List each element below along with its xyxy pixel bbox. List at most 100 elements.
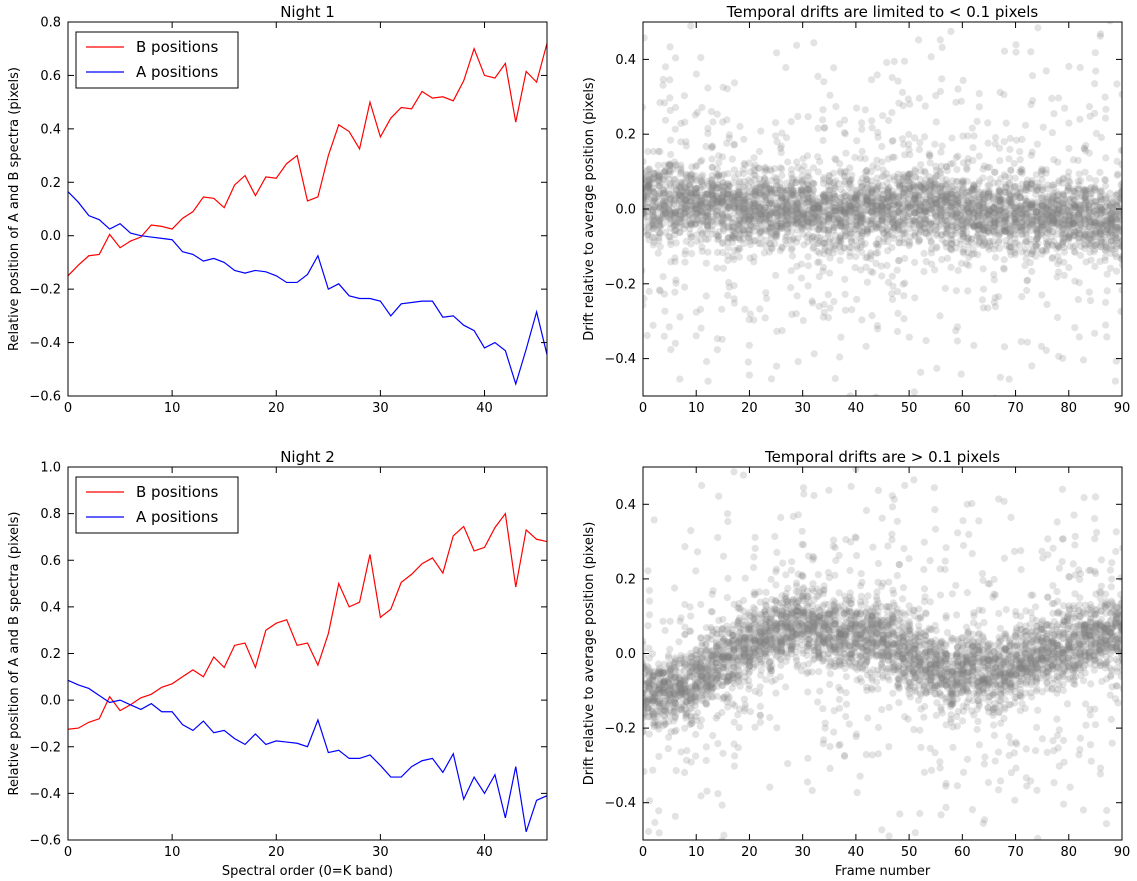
scatter-point xyxy=(682,237,690,245)
scatter-point xyxy=(740,204,748,213)
scatter-point xyxy=(646,177,654,185)
scatter-point xyxy=(643,184,646,192)
scatter-point xyxy=(659,273,667,281)
scatter-point xyxy=(803,152,812,160)
scatter-point xyxy=(819,106,827,114)
scatter-point xyxy=(704,129,712,137)
scatter-point xyxy=(691,220,699,228)
scatter-point xyxy=(645,180,654,188)
scatter-point xyxy=(643,228,648,236)
scatter-point xyxy=(650,233,659,242)
scatter-point xyxy=(829,169,838,177)
scatter-point xyxy=(687,197,695,205)
scatter-point xyxy=(686,181,694,189)
scatter-point xyxy=(729,190,737,198)
y-tick-label: 0.2 xyxy=(40,647,61,662)
scatter-point xyxy=(740,198,749,206)
scatter-point xyxy=(720,219,728,227)
scatter-point xyxy=(1064,173,1072,181)
scatter-point xyxy=(709,189,717,197)
scatter-point xyxy=(985,406,992,413)
scatter-point xyxy=(696,211,704,219)
scatter-point xyxy=(656,148,664,156)
scatter-point xyxy=(957,97,965,105)
scatter-point xyxy=(692,192,700,200)
scatter-point xyxy=(927,237,935,245)
scatter-point xyxy=(826,304,834,312)
scatter-point xyxy=(661,205,669,213)
scatter-point xyxy=(643,180,652,189)
scatter-point xyxy=(784,158,792,166)
scatter-point xyxy=(718,212,727,220)
scatter-point xyxy=(878,158,886,166)
y-tick-label: 1.0 xyxy=(40,461,61,476)
scatter-point xyxy=(1053,313,1062,322)
scatter-point xyxy=(693,237,701,245)
scatter-point xyxy=(736,177,744,186)
scatter-point xyxy=(670,165,678,173)
scatter-point xyxy=(718,198,727,206)
scatter-point xyxy=(659,210,667,218)
scatter-point xyxy=(664,651,673,659)
scatter-point xyxy=(728,155,737,163)
scatter-point xyxy=(740,197,748,205)
scatter-point xyxy=(714,232,722,240)
x-tick-label: 90 xyxy=(1114,401,1131,416)
scatter-point xyxy=(1090,248,1098,256)
scatter-point xyxy=(740,195,749,203)
scatter-point xyxy=(1085,288,1093,296)
scatter-point xyxy=(735,214,744,222)
scatter-point xyxy=(645,236,653,244)
scatter-point xyxy=(750,154,758,162)
scatter-point xyxy=(969,156,977,165)
scatter-point xyxy=(787,284,795,292)
scatter-point xyxy=(932,118,940,126)
scatter-point xyxy=(725,202,733,210)
scatter-point xyxy=(1038,291,1046,299)
scatter-point xyxy=(676,313,684,321)
scatter-point xyxy=(1087,256,1095,264)
scatter-point xyxy=(979,285,988,293)
scatter-point xyxy=(852,253,860,261)
scatter-point xyxy=(1075,333,1083,341)
scatter-point xyxy=(644,147,652,156)
scatter-point xyxy=(681,543,689,551)
scatter-point xyxy=(741,213,749,221)
scatter-point xyxy=(682,220,690,228)
scatter-point xyxy=(723,116,731,124)
scatter-point xyxy=(692,197,700,205)
scatter-point xyxy=(645,175,654,183)
scatter-point xyxy=(655,175,663,183)
scatter-point xyxy=(691,175,699,183)
scatter-point xyxy=(898,88,907,96)
scatter-point xyxy=(643,174,647,183)
scatter-point xyxy=(728,227,737,235)
scatter-point xyxy=(671,212,679,220)
scatter-point xyxy=(688,176,696,184)
scatter-point xyxy=(720,182,728,190)
scatter-point xyxy=(943,254,952,262)
scatter-point xyxy=(725,182,733,190)
scatter-point xyxy=(688,163,696,171)
scatter-point xyxy=(1048,94,1056,102)
scatter-point xyxy=(665,186,673,194)
scatter-point xyxy=(708,204,716,212)
scatter-point xyxy=(648,212,657,220)
scatter-point xyxy=(645,165,653,173)
scatter-point xyxy=(643,188,646,196)
scatter-point xyxy=(920,249,928,257)
scatter-point xyxy=(643,294,648,303)
scatter-point xyxy=(655,286,664,294)
scatter-point xyxy=(906,240,914,248)
scatter-point xyxy=(734,201,742,209)
scatter-point xyxy=(643,200,647,208)
scatter-point xyxy=(675,191,684,200)
scatter-point xyxy=(731,205,739,213)
scatter-point xyxy=(649,681,657,689)
scatter-point xyxy=(659,81,667,89)
scatter-point xyxy=(734,227,742,235)
scatter-point xyxy=(709,181,717,189)
scatter-point xyxy=(1074,156,1082,164)
scatter-point xyxy=(1091,49,1099,57)
scatter-point xyxy=(699,204,707,212)
